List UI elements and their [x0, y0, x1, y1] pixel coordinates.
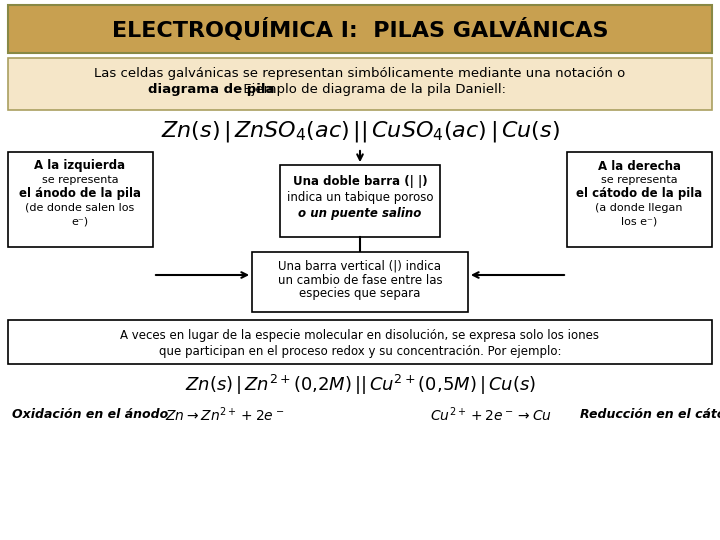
Text: los e⁻): los e⁻) [621, 217, 657, 227]
Text: especies que separa: especies que separa [300, 287, 420, 300]
Bar [252, 252, 468, 312]
Text: o un puente salino: o un puente salino [298, 206, 422, 219]
Text: indica un tabique poroso: indica un tabique poroso [287, 191, 433, 204]
Text: A la izquierda: A la izquierda [35, 159, 125, 172]
Text: un cambio de fase entre las: un cambio de fase entre las [278, 273, 442, 287]
Text: Las celdas galvánicas se representan simbólicamente mediante una notación o: Las celdas galvánicas se representan sim… [94, 66, 626, 79]
Text: diagrama de pila: diagrama de pila [148, 84, 274, 97]
Text: (a donde llegan: (a donde llegan [595, 203, 683, 213]
Text: se representa: se representa [600, 175, 678, 185]
Text: que participan en el proceso redox y su concentración. Por ejemplo:: que participan en el proceso redox y su … [158, 346, 562, 359]
Text: A la derecha: A la derecha [598, 159, 680, 172]
Text: Oxidación en el ánodo: Oxidación en el ánodo [12, 408, 168, 422]
Bar [8, 320, 712, 364]
Text: ELECTROQUÍMICA I:  PILAS GALVÁNICAS: ELECTROQUÍMICA I: PILAS GALVÁNICAS [112, 18, 608, 42]
Text: el cátodo de la pila: el cátodo de la pila [576, 187, 702, 200]
Text: (de donde salen los: (de donde salen los [25, 203, 135, 213]
Text: $Zn(s)\,|\,Zn^{2+}(0{,}2M)\,||\,Cu^{2+}(0{,}5M)\,|\,Cu(s)$: $Zn(s)\,|\,Zn^{2+}(0{,}2M)\,||\,Cu^{2+}(… [184, 373, 536, 397]
Text: $Zn(s)\,|\,ZnSO_4(ac)\,||\,CuSO_4(ac)\,|\,Cu(s)$: $Zn(s)\,|\,ZnSO_4(ac)\,||\,CuSO_4(ac)\,|… [161, 119, 559, 145]
Text: Una doble barra (| |): Una doble barra (| |) [293, 174, 427, 187]
Text: Reducción en el cátodo: Reducción en el cátodo [580, 408, 720, 422]
Text: . Ejemplo de diagrama de la pila Daniell:: . Ejemplo de diagrama de la pila Daniell… [235, 84, 506, 97]
Text: A veces en lugar de la especie molecular en disolución, se expresa solo los ione: A veces en lugar de la especie molecular… [120, 329, 600, 342]
Bar [8, 152, 153, 247]
Text: se representa: se representa [42, 175, 118, 185]
Bar [8, 58, 712, 110]
Bar [8, 5, 712, 53]
Bar [280, 165, 440, 237]
Text: $Cu^{2+} + 2e^- \rightarrow Cu$: $Cu^{2+} + 2e^- \rightarrow Cu$ [430, 406, 552, 424]
Text: Una barra vertical (|) indica: Una barra vertical (|) indica [279, 260, 441, 273]
Text: e⁻): e⁻) [71, 217, 89, 227]
Text: $Zn \rightarrow Zn^{2+} + 2e^-$: $Zn \rightarrow Zn^{2+} + 2e^-$ [165, 406, 284, 424]
Bar [567, 152, 712, 247]
Text: el ánodo de la pila: el ánodo de la pila [19, 187, 141, 200]
